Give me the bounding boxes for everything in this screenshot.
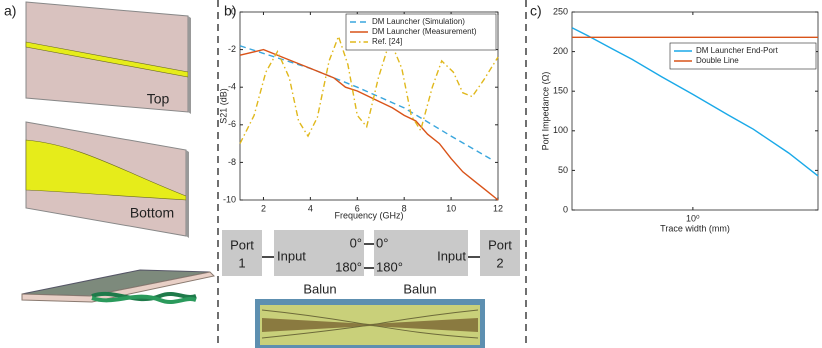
legend-label: DM Launcher (Measurement) <box>372 27 477 36</box>
photo <box>255 299 485 348</box>
y-tick-label: -4 <box>228 82 236 92</box>
y-tick-label: 150 <box>553 86 568 96</box>
x-tick-label: 2 <box>261 203 266 213</box>
y-tick-label: 200 <box>553 46 568 56</box>
x-axis-label: Frequency (GHz) <box>334 210 403 220</box>
legend: DM Launcher (Simulation)DM Launcher (Mea… <box>345 13 497 51</box>
series-line <box>239 34 499 144</box>
balun-diagram: Port 1 Input 0° 180° 0° 180° Input Port … <box>222 230 520 296</box>
y-tick-label: 100 <box>553 125 568 135</box>
legend-label: Double Line <box>696 56 739 65</box>
balun-caption: Balun <box>303 281 336 296</box>
render-caption: Top <box>147 91 170 107</box>
render-top <box>25 1 191 114</box>
y-tick-label: 0 <box>563 204 568 214</box>
legend-label: DM Launcher End-Port <box>696 46 779 55</box>
x-tick-label: 10 <box>446 203 456 213</box>
x-tick-label: 6 <box>355 203 360 213</box>
y-tick-label: -6 <box>228 119 236 129</box>
y-axis-label: S21 (dB) <box>218 88 228 124</box>
panel-label: c) <box>530 3 542 19</box>
y-tick-label: 0 <box>231 6 236 16</box>
balun-port: 180° <box>335 259 362 274</box>
x-axis-label: Trace width (mm) <box>660 223 730 233</box>
series-line <box>239 45 494 162</box>
x-tick-label: 10⁰ <box>686 213 700 223</box>
balun-caption: Balun <box>403 281 436 296</box>
render-caption: Bottom <box>130 205 174 221</box>
y-tick-label: -8 <box>228 157 236 167</box>
y-tick-label: -10 <box>223 194 236 204</box>
balun-input: Input <box>277 248 306 263</box>
legend-box <box>669 42 817 70</box>
port-label: 2 <box>496 255 503 270</box>
render-bottom <box>25 121 189 238</box>
plot-frame <box>571 11 819 211</box>
y-axis-label: Port Impedance (Ω) <box>540 72 550 151</box>
panel-label: b) <box>224 3 236 19</box>
port-label: Port <box>488 237 512 252</box>
plot-frame <box>239 11 499 201</box>
legend-label: Ref. [24] <box>372 37 402 46</box>
balun-port: 0° <box>350 235 362 250</box>
port-label: Port <box>230 237 254 252</box>
balun-input: Input <box>437 248 466 263</box>
legend-label: DM Launcher (Simulation) <box>372 17 465 26</box>
series-line <box>571 27 819 177</box>
legend-box <box>345 13 497 51</box>
balun-box <box>274 230 364 276</box>
balun-port: 180° <box>376 259 403 274</box>
y-tick-label: -2 <box>228 44 236 54</box>
balun-port: 0° <box>376 235 388 250</box>
balun-box <box>374 230 468 276</box>
port-box <box>480 230 520 276</box>
y-tick-label: 50 <box>558 165 568 175</box>
port-box <box>222 230 262 276</box>
panel-label: a) <box>4 3 16 19</box>
y-tick-label: 250 <box>553 6 568 16</box>
port-label: 1 <box>238 255 245 270</box>
series-line <box>239 48 499 201</box>
x-tick-label: 4 <box>308 203 313 213</box>
render-launcher <box>21 269 216 304</box>
x-tick-label: 8 <box>402 203 407 213</box>
x-tick-label: 12 <box>493 203 503 213</box>
